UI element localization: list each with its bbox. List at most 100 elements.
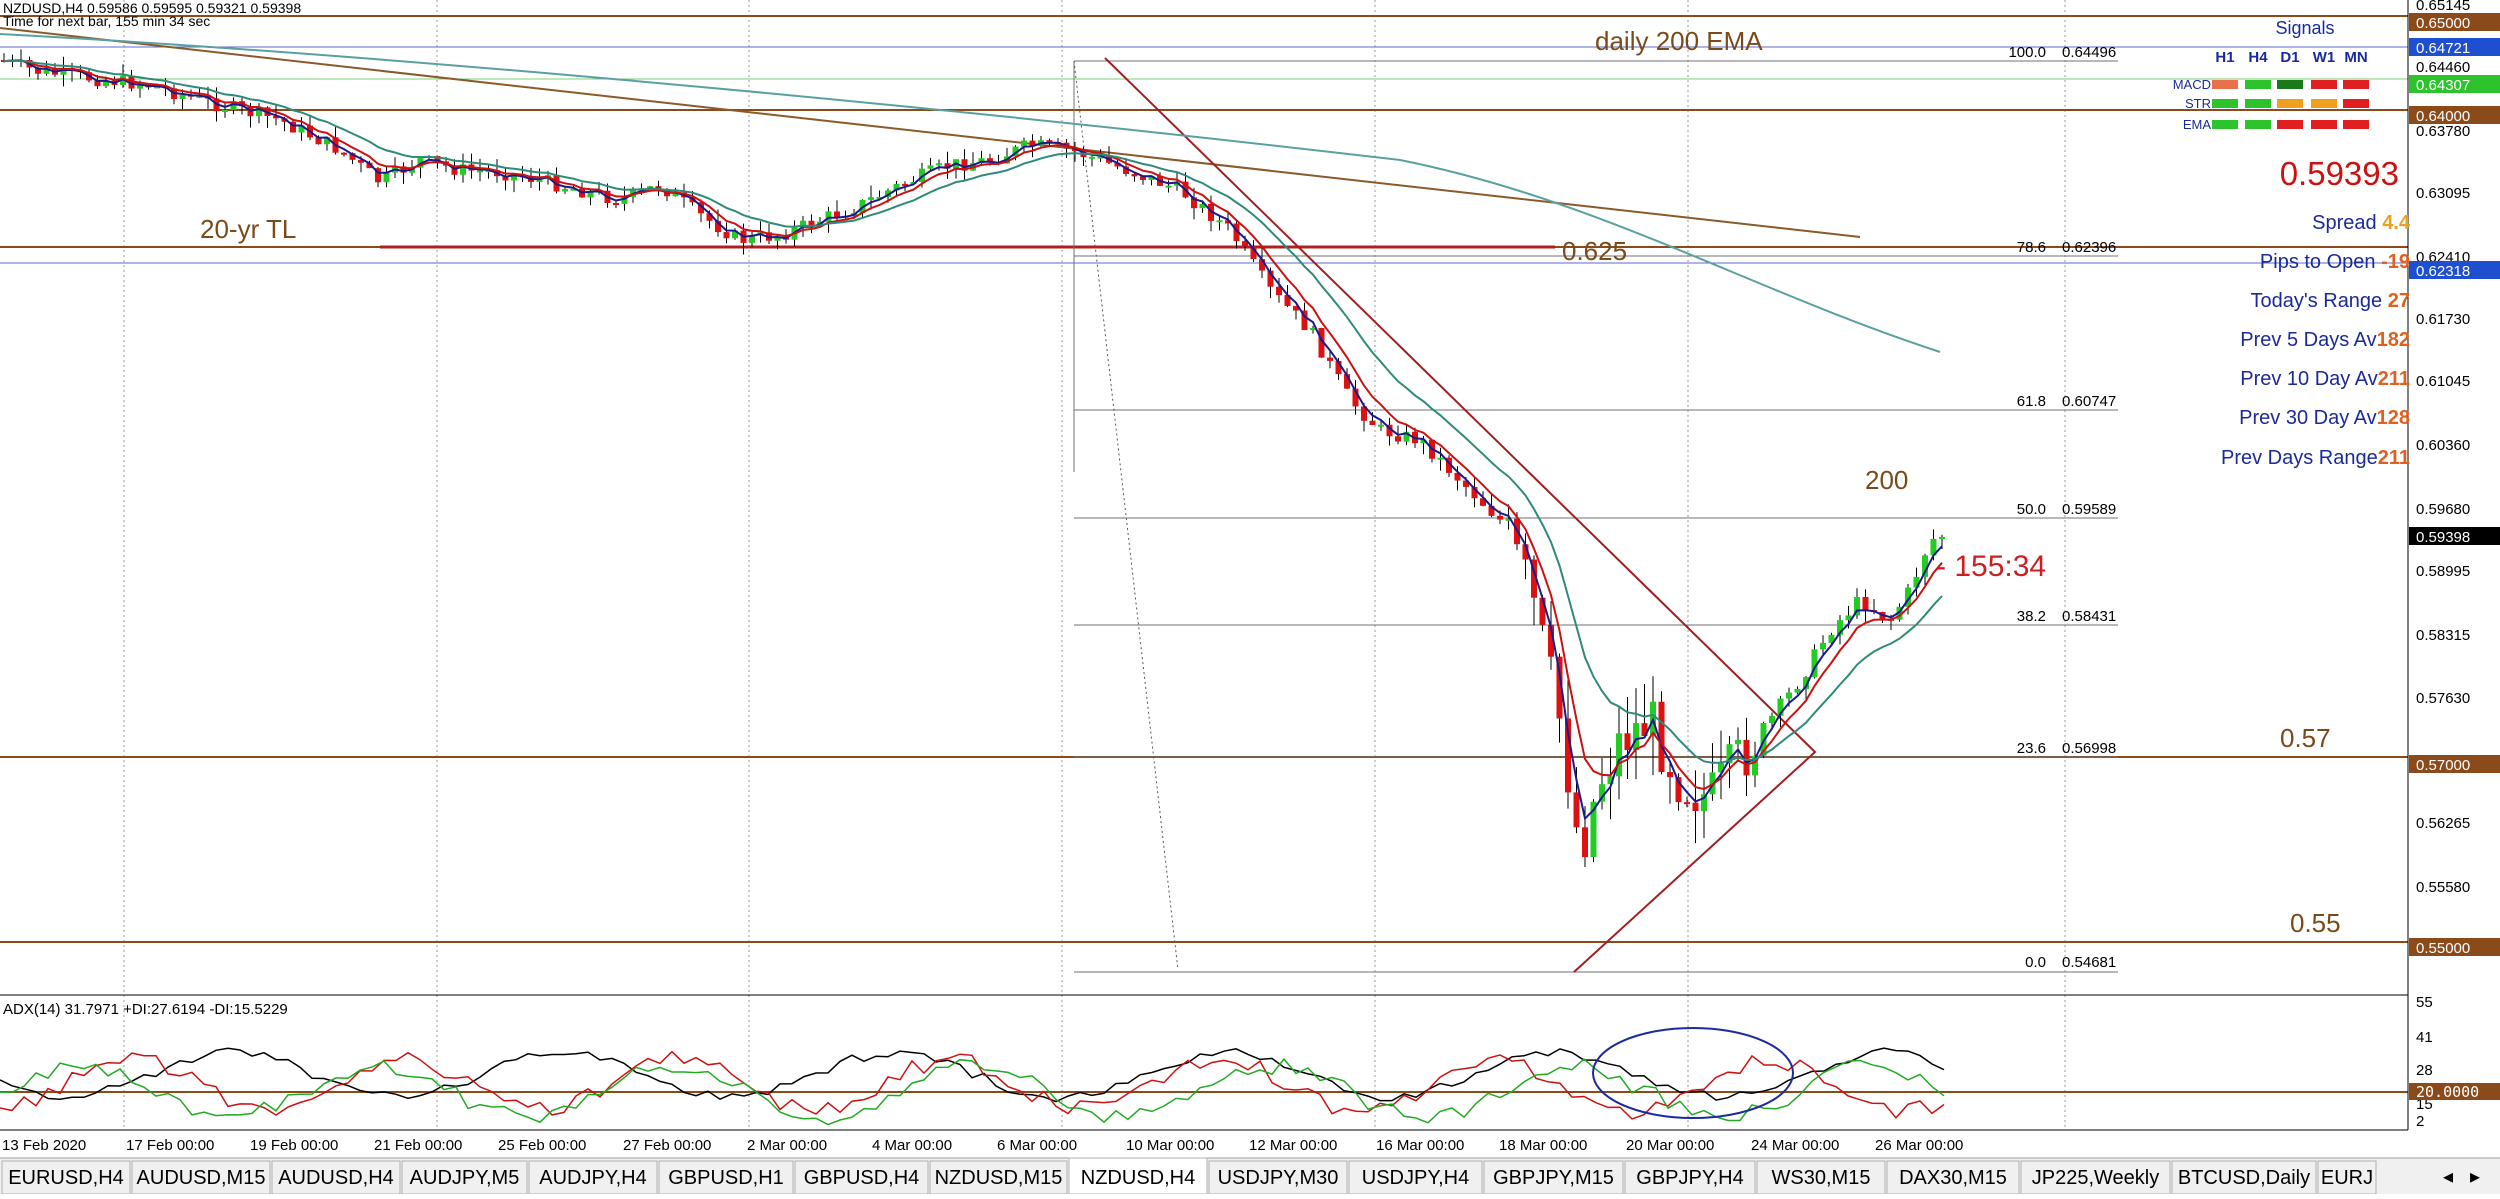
ema-line	[3, 59, 1943, 791]
adx-series-line	[0, 1047, 1945, 1103]
ema-200-curve	[0, 33, 1941, 353]
tab-gbpusd-h1[interactable]: GBPUSD,H1	[658, 1160, 794, 1195]
candle-bull	[774, 236, 781, 241]
signal-stat-label: Prev 5 Days Av	[2240, 329, 2376, 351]
time-tick-label: 27 Feb 00:00	[623, 1137, 711, 1154]
candle-bear	[1225, 220, 1231, 224]
tab-usdjpy-h4[interactable]: USDJPY,H4	[1348, 1160, 1483, 1195]
adx-level-box-label: 20.0000	[2416, 1083, 2479, 1101]
tab-nzdusd-m15[interactable]: NZDUSD,M15	[929, 1160, 1068, 1195]
tab-eurj[interactable]: EURJ	[2317, 1160, 2377, 1195]
signal-cell	[2245, 120, 2271, 129]
tab-usdjpy-m30[interactable]: USDJPY,M30	[1208, 1160, 1348, 1195]
fib-level-label: 38.2	[2017, 608, 2046, 625]
candle-bull	[103, 80, 109, 87]
tab-gbpjpy-m15[interactable]: GBPJPY,M15	[1483, 1160, 1624, 1195]
wedge-trendlines	[1104, 57, 1817, 973]
candle-bull	[485, 170, 492, 173]
candle-bear	[1684, 802, 1690, 805]
candle-bull	[1718, 763, 1724, 773]
annotation-level-057: 0.57	[2280, 723, 2331, 753]
tab-background[interactable]	[2317, 1160, 2377, 1195]
tab-audusd-h4[interactable]: AUDUSD,H4	[271, 1160, 401, 1195]
fib-price-label: 0.54681	[2062, 954, 2116, 971]
tab-background[interactable]	[1886, 1160, 2020, 1195]
tab-label: WS30,M15	[1772, 1167, 1871, 1189]
candle-bear	[1641, 723, 1648, 737]
tab-gbpusd-h4[interactable]: GBPUSD,H4	[794, 1160, 929, 1195]
tab-background[interactable]	[401, 1160, 528, 1195]
price-tick-label: 0.65145	[2416, 0, 2470, 14]
tab-background[interactable]	[1483, 1160, 1624, 1195]
candle-bear	[715, 220, 721, 233]
tab-ws30-m15[interactable]: WS30,M15	[1756, 1160, 1886, 1195]
tab-background[interactable]	[2171, 1160, 2317, 1195]
candle-bear	[1352, 388, 1359, 407]
candle-bear	[1369, 420, 1376, 425]
candle-bull	[1803, 677, 1809, 689]
tab-background[interactable]	[1348, 1160, 1483, 1195]
tab-background[interactable]	[1208, 1160, 1348, 1195]
tab-background[interactable]	[929, 1160, 1068, 1195]
tab-background[interactable]	[658, 1160, 794, 1195]
tab-label: JP225,Weekly	[2032, 1167, 2159, 1189]
signal-cell	[2212, 80, 2238, 89]
tab-audjpy-m5[interactable]: AUDJPY,M5	[401, 1160, 528, 1195]
candle-bear	[1667, 772, 1673, 778]
moving-averages	[3, 59, 1943, 821]
tab-background[interactable]	[1068, 1157, 1208, 1195]
tab-scroll-left[interactable]: ◂	[2443, 1166, 2453, 1188]
candle-bear	[1463, 480, 1469, 487]
candle-bear	[341, 152, 347, 155]
candle-bull	[1922, 555, 1928, 577]
symbol-header: NZDUSD,H4 0.59586 0.59595 0.59321 0.5939…	[3, 0, 301, 16]
tab-dax30-m15[interactable]: DAX30,M15	[1886, 1160, 2020, 1195]
time-tick-label: 17 Feb 00:00	[126, 1137, 214, 1154]
fib-level-label: 61.8	[2017, 393, 2046, 410]
tab-background[interactable]	[271, 1160, 401, 1195]
candle-bull	[562, 188, 568, 192]
candle-bear	[1471, 486, 1478, 499]
candle-bear	[1250, 246, 1257, 260]
price-box-label: 0.59398	[2416, 529, 2470, 546]
candle-bear	[1386, 424, 1393, 437]
signal-stat-value: 211	[2378, 447, 2410, 469]
candle-bear	[1522, 544, 1529, 560]
candle-bull	[1828, 634, 1835, 643]
candle-bull	[800, 220, 806, 228]
time-tick-label: 4 Mar 00:00	[872, 1137, 952, 1154]
tab-label: GBPJPY,H4	[1636, 1167, 1743, 1189]
candle-bear	[1267, 270, 1274, 287]
tab-audusd-m15[interactable]: AUDUSD,M15	[131, 1160, 271, 1195]
candle-bull	[1607, 776, 1614, 785]
price-tick-label: 0.56265	[2416, 815, 2470, 832]
candle-bear	[1556, 656, 1563, 719]
candle-bear	[944, 163, 951, 169]
signal-stat-value: 211	[2378, 368, 2410, 390]
candle-bull	[1616, 733, 1622, 777]
candle-bear	[1692, 802, 1699, 812]
candle-bull	[732, 230, 738, 239]
tab-gbpjpy-h4[interactable]: GBPJPY,H4	[1624, 1160, 1756, 1195]
tab-nzdusd-h4[interactable]: NZDUSD,H4	[1068, 1157, 1208, 1195]
candle-bear	[1242, 241, 1248, 247]
signal-stat-label: Prev 10 Day Av	[2240, 368, 2377, 390]
tab-background[interactable]	[2020, 1160, 2171, 1195]
candle-bear	[1140, 176, 1146, 180]
candle-bear	[808, 220, 815, 227]
tab-audjpy-h4[interactable]: AUDJPY,H4	[528, 1160, 658, 1195]
candle-bull	[893, 183, 900, 191]
tab-eurusd-h4[interactable]: EURUSD,H4	[1, 1160, 131, 1195]
tab-jp225-weekly[interactable]: JP225,Weekly	[2020, 1160, 2171, 1195]
candle-bull	[477, 170, 483, 173]
tab-btcusd-daily[interactable]: BTCUSD,Daily	[2171, 1160, 2317, 1195]
tab-background[interactable]	[1624, 1160, 1756, 1195]
candle-bear	[375, 168, 381, 183]
tab-scroll-right[interactable]: ▸	[2470, 1166, 2480, 1188]
symbol-tabs: EURUSD,H4 AUDUSD,M15 AUDUSD,H4 AUDJPY,M5 AUD…	[1, 1157, 2377, 1195]
tab-background[interactable]	[528, 1160, 658, 1195]
candle-bull	[383, 172, 390, 183]
tab-label: DAX30,M15	[1899, 1167, 2007, 1189]
candle-bull	[1913, 576, 1920, 588]
